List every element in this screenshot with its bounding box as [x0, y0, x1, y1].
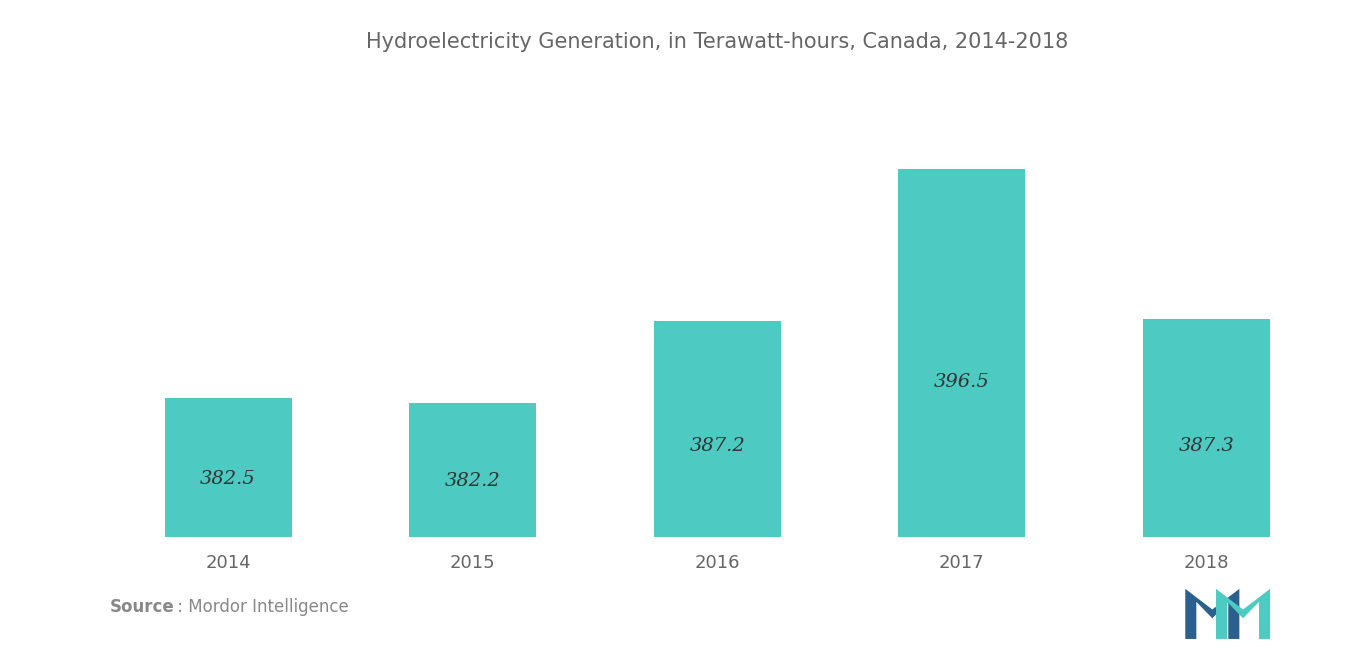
Bar	[653, 321, 781, 655]
Title: Hydroelectricity Generation, in Terawatt-hours, Canada, 2014-2018: Hydroelectricity Generation, in Terawatt…	[366, 32, 1068, 52]
Text: Source: Source	[109, 598, 173, 616]
Text: 396.5: 396.5	[934, 373, 989, 391]
Text: 382.2: 382.2	[445, 472, 500, 490]
Bar	[164, 398, 292, 655]
Text: 387.2: 387.2	[690, 438, 744, 455]
Text: : Mordor Intelligence: : Mordor Intelligence	[172, 598, 348, 616]
Text: 382.5: 382.5	[201, 470, 255, 487]
Text: 387.3: 387.3	[1179, 437, 1233, 455]
Bar	[1142, 320, 1270, 655]
Polygon shape	[1216, 589, 1270, 639]
Bar	[897, 169, 1026, 655]
Bar	[408, 403, 537, 655]
Polygon shape	[1186, 589, 1239, 639]
